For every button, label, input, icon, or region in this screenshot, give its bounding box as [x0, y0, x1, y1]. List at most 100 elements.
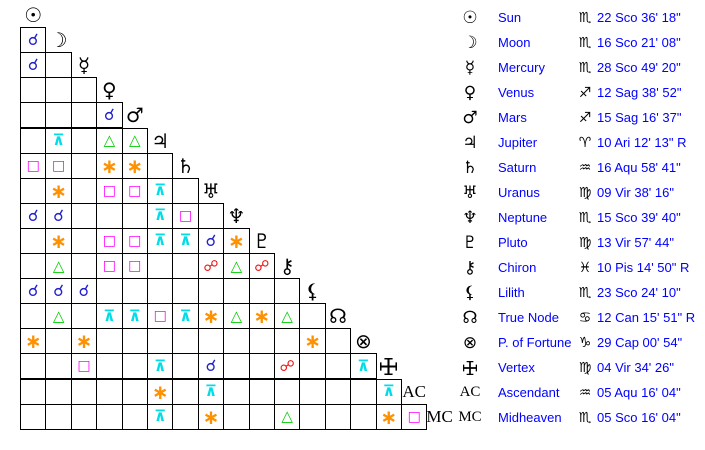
p-of-fortune-legend-glyph: ⊗ — [462, 332, 478, 353]
aspect-cell-jupiter-sun — [20, 127, 47, 154]
conjunction-aspect-icon: ☌ — [53, 281, 64, 301]
planet-name: Saturn — [498, 160, 537, 175]
aspect-cell-lilith-neptune — [223, 278, 250, 305]
ascendant-legend-glyph: AC — [459, 384, 481, 400]
aspect-cell-vertex-pluto — [248, 353, 275, 380]
uranus-legend-glyph: ♅ — [462, 182, 478, 203]
aspect-cell-saturn-sun: □ — [20, 152, 47, 179]
square-aspect-icon: □ — [51, 157, 66, 174]
aspect-cell-ascendant-venus — [96, 378, 123, 405]
lilith-glyph: ⚸ — [305, 279, 320, 304]
jupiter-glyph: ♃ — [151, 128, 170, 153]
lilith-diagonal-cell: ⚸ — [299, 278, 325, 304]
uranus-diagonal-cell: ♅ — [198, 178, 224, 204]
aspect-cell-saturn-moon: □ — [45, 152, 72, 179]
planet-name: Ascendant — [498, 385, 560, 400]
conjunction-aspect-icon: ☌ — [205, 230, 217, 250]
aspect-cell-chiron-saturn — [172, 253, 199, 280]
aspect-cell-chiron-mercury — [70, 253, 98, 280]
legend-row-moon: ☽ Moon ♏ 16 Sco 21' 08" — [455, 30, 705, 55]
sextile-aspect-icon: ∗ — [101, 153, 118, 178]
zodiac-sign-icon: ♏ — [578, 409, 592, 426]
aspect-cell-midheaven-true-node — [324, 403, 352, 430]
legend-row-chiron: ⚷ Chiron ♓ 10 Pis 14' 50" R — [455, 255, 705, 280]
aspect-cell-saturn-venus: ∗ — [96, 152, 123, 179]
aspect-cell-p-of-fortune-mars — [121, 328, 148, 355]
legend-row-uranus: ♅ Uranus ♍ 09 Vir 38' 16" — [455, 180, 705, 205]
aspect-cell-ascendant-moon — [45, 378, 72, 405]
aspect-cell-midheaven-uranus: ∗ — [197, 403, 225, 430]
aspect-cell-saturn-jupiter — [147, 152, 174, 179]
legend-row-ascendant: AC Ascendant ♒ 05 Aqu 16' 04" — [455, 380, 705, 405]
aspect-cell-p-of-fortune-moon — [45, 328, 72, 355]
square-aspect-icon: □ — [102, 182, 116, 199]
aspect-cell-p-of-fortune-venus — [96, 328, 123, 355]
aspect-cell-ascendant-true-node — [324, 378, 352, 405]
midheaven-legend-glyph: MC — [458, 409, 482, 425]
aspect-cell-pluto-uranus: ☌ — [197, 227, 225, 254]
aspect-cell-pluto-mars: □ — [121, 227, 148, 254]
aspect-cell-neptune-sun: ☌ — [20, 202, 47, 229]
aspect-cell-jupiter-mars: △ — [121, 127, 148, 154]
zodiac-sign-icon: ♑ — [578, 334, 592, 351]
planet-position: 28 Sco 49' 20" — [597, 60, 681, 75]
aspect-cell-true-node-pluto: ∗ — [248, 303, 275, 330]
aspect-cell-true-node-mars: ⊼ — [121, 303, 148, 330]
jupiter-diagonal-cell: ♃ — [147, 128, 173, 154]
aspect-cell-vertex-true-node — [324, 353, 352, 380]
quincunx-aspect-icon: ⊼ — [52, 131, 65, 150]
zodiac-sign-icon: ♋ — [578, 309, 592, 326]
aspect-cell-true-node-sun — [20, 303, 47, 330]
aspect-cell-vertex-neptune — [223, 353, 250, 380]
planet-position: 12 Can 15' 51" R — [597, 310, 696, 325]
planet-name: Lilith — [498, 285, 525, 300]
aspect-cell-p-of-fortune-pluto — [248, 328, 275, 355]
aspect-cell-midheaven-ascendant: □ — [401, 403, 428, 430]
aspect-cell-p-of-fortune-mercury: ∗ — [70, 328, 98, 355]
trine-aspect-icon: △ — [52, 306, 65, 325]
legend-row-p-of-fortune: ⊗ P. of Fortune ♑ 29 Cap 00' 54" — [455, 330, 705, 355]
conjunction-aspect-icon: ☌ — [104, 105, 115, 125]
legend-row-true-node: ☊ True Node ♋ 12 Can 15' 51" R — [455, 305, 705, 330]
aspect-cell-p-of-fortune-uranus — [197, 328, 225, 355]
square-aspect-icon: □ — [128, 182, 142, 199]
aspect-cell-neptune-mars — [121, 202, 148, 229]
aspect-cell-midheaven-vertex: ∗ — [375, 403, 402, 430]
aspect-cell-neptune-venus — [96, 202, 123, 229]
planet-position: 09 Vir 38' 16" — [597, 185, 674, 200]
lilith-legend-glyph: ⚸ — [463, 282, 477, 303]
aspect-cell-vertex-lilith — [299, 353, 326, 380]
aspect-cell-p-of-fortune-lilith: ∗ — [299, 328, 326, 355]
mercury-legend-glyph: ☿ — [464, 57, 476, 78]
conjunction-aspect-icon: ☌ — [27, 55, 39, 75]
legend-row-midheaven: MC Midheaven ♏ 05 Sco 16' 04" — [455, 405, 705, 430]
aspect-cell-ascendant-lilith — [299, 378, 326, 405]
quincunx-aspect-icon: ⊼ — [103, 306, 116, 325]
trine-aspect-icon: △ — [230, 306, 243, 325]
planet-position: 10 Ari 12' 13" R — [597, 135, 687, 150]
trine-aspect-icon: △ — [52, 256, 65, 275]
trine-aspect-icon: △ — [230, 256, 243, 275]
aspect-cell-uranus-mercury — [70, 177, 98, 204]
planet-name: Midheaven — [498, 410, 562, 425]
aspect-cell-p-of-fortune-neptune — [223, 328, 250, 355]
planet-position: 10 Pis 14' 50" R — [597, 260, 690, 275]
aspect-cell-vertex-chiron: ☍ — [274, 353, 301, 380]
chiron-glyph: ⚷ — [279, 254, 295, 279]
legend-row-neptune: ♆ Neptune ♏ 15 Sco 39' 40" — [455, 205, 705, 230]
aspect-cell-vertex-mars — [121, 353, 148, 380]
aspect-cell-mercury-moon — [45, 52, 72, 79]
aspect-cell-vertex-saturn — [172, 353, 199, 380]
aspect-cell-mars-moon — [45, 102, 72, 129]
vertex-legend-glyph — [455, 355, 485, 380]
zodiac-sign-icon: ♍ — [578, 359, 592, 376]
aspect-cell-neptune-moon: ☌ — [45, 202, 72, 229]
aspect-cell-vertex-jupiter: ⊼ — [147, 353, 174, 380]
planet-name: Pluto — [498, 235, 528, 250]
zodiac-sign-icon: ♐ — [578, 109, 592, 126]
zodiac-sign-icon: ♏ — [578, 34, 592, 51]
aspect-cell-ascendant-sun — [20, 378, 47, 405]
aspect-cell-venus-sun — [20, 77, 47, 104]
quincunx-aspect-icon: ⊼ — [179, 231, 192, 250]
legend-row-mercury: ☿ Mercury ♏ 28 Sco 49' 20" — [455, 55, 705, 80]
